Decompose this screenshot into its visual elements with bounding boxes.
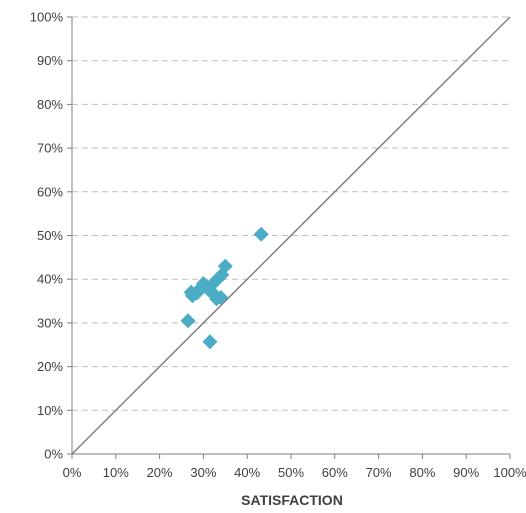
tick-labels: 0% 10% 20% 30% 40% 50% 60% 70% 80% 90% 100% 0% 10% 20… <box>30 10 526 481</box>
y-tick-label: 20% <box>37 359 63 374</box>
data-point <box>253 226 269 242</box>
x-tick-label: 60% <box>322 465 348 480</box>
x-tick-label: 50% <box>278 465 304 480</box>
x-tick-label: 70% <box>366 465 392 480</box>
y-tick-label: 80% <box>37 97 63 112</box>
data-points <box>180 226 269 350</box>
y-tick-label: 90% <box>37 53 63 68</box>
x-tick-label: 0% <box>63 465 82 480</box>
axes <box>67 16 511 459</box>
x-tick-label: 10% <box>103 465 129 480</box>
y-tick-label: 30% <box>37 315 63 330</box>
reference-line-layer <box>71 16 511 455</box>
data-point <box>202 334 218 350</box>
y-tick-label: 70% <box>37 141 63 156</box>
y-tick-label: 10% <box>37 403 63 418</box>
y-tick-label: 60% <box>37 184 63 199</box>
reference-line <box>71 16 511 455</box>
y-tick-label: 50% <box>37 228 63 243</box>
x-tick-label: 20% <box>147 465 173 480</box>
y-tick-label: 100% <box>30 10 64 25</box>
x-tick-label: 40% <box>234 465 260 480</box>
gridlines <box>72 16 510 411</box>
data-point <box>183 284 199 300</box>
x-axis-title: SATISFACTION <box>241 492 343 508</box>
data-point <box>180 313 196 329</box>
y-tick-label: 40% <box>37 272 63 287</box>
x-tick-label: 90% <box>453 465 479 480</box>
x-tick-label: 30% <box>190 465 216 480</box>
x-tick-label: 80% <box>409 465 435 480</box>
y-tick-label: 0% <box>44 447 63 462</box>
data-point <box>213 290 229 306</box>
x-tick-label: 100% <box>493 465 526 480</box>
